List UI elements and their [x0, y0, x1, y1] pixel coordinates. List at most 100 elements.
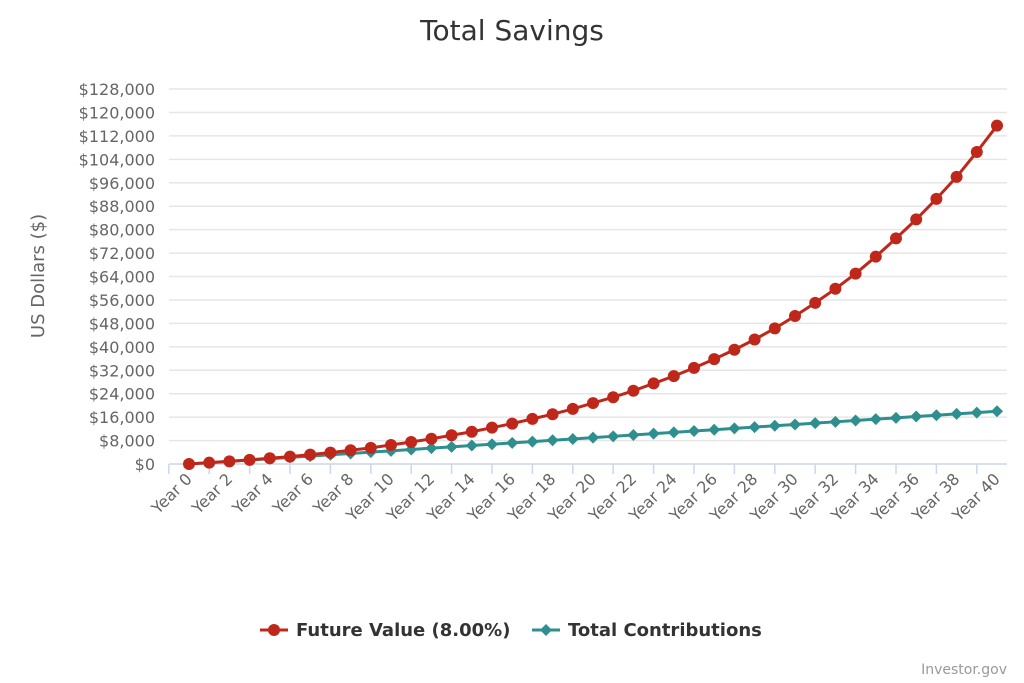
data-point[interactable] [405, 436, 418, 449]
data-point[interactable] [667, 426, 680, 439]
data-point[interactable] [849, 414, 862, 427]
grid-layer [169, 88, 1007, 442]
data-point[interactable] [708, 353, 721, 366]
data-point[interactable] [344, 444, 357, 457]
y-tick-label: $104,000 [79, 150, 155, 169]
data-point[interactable] [385, 438, 397, 451]
data-point[interactable] [526, 412, 539, 425]
y-tick-label: $48,000 [89, 314, 155, 333]
data-point[interactable] [607, 391, 620, 404]
y-tick-label: $56,000 [89, 291, 155, 310]
data-point[interactable] [728, 343, 741, 356]
data-point[interactable] [243, 453, 256, 466]
data-point[interactable] [506, 417, 519, 430]
data-point[interactable] [930, 409, 943, 422]
data-point[interactable] [688, 361, 700, 374]
data-point[interactable] [203, 456, 216, 469]
chart-title: Total Savings [419, 14, 604, 47]
data-point[interactable] [465, 425, 478, 438]
data-point[interactable] [991, 405, 1003, 418]
data-point[interactable] [486, 421, 498, 434]
legend[interactable]: Future Value (8.00%) Total Contributions [260, 620, 762, 641]
data-point[interactable] [263, 452, 276, 465]
y-tick-label: $88,000 [89, 197, 155, 216]
data-point[interactable] [183, 458, 195, 470]
y-tick-label: $8,000 [99, 432, 155, 451]
x-tick-label: Year 6 [268, 469, 317, 518]
data-point[interactable] [324, 446, 337, 459]
series-total-contributions [183, 405, 1003, 470]
data-point[interactable] [445, 440, 458, 453]
data-point[interactable] [647, 377, 660, 390]
data-point[interactable] [950, 170, 963, 183]
data-point[interactable] [587, 397, 599, 410]
data-point[interactable] [708, 423, 721, 436]
data-point[interactable] [970, 406, 983, 419]
data-point[interactable] [950, 407, 963, 420]
data-point[interactable] [587, 431, 599, 444]
data-point[interactable] [910, 213, 923, 226]
data-point[interactable] [890, 232, 902, 245]
data-point[interactable] [364, 441, 377, 454]
data-point[interactable] [910, 410, 923, 423]
data-point[interactable] [748, 421, 761, 434]
y-tick-label: $64,000 [89, 268, 155, 287]
data-point[interactable] [304, 448, 317, 461]
data-point[interactable] [506, 436, 519, 449]
data-point[interactable] [789, 418, 801, 431]
data-point[interactable] [425, 442, 438, 455]
legend-marker[interactable] [540, 624, 552, 636]
data-point[interactable] [284, 450, 296, 463]
data-point[interactable] [667, 370, 680, 383]
data-point[interactable] [970, 145, 983, 158]
data-point[interactable] [849, 267, 862, 280]
data-point[interactable] [627, 428, 640, 441]
data-point[interactable] [991, 119, 1003, 132]
data-point[interactable] [829, 282, 842, 295]
data-point[interactable] [526, 435, 539, 448]
data-point[interactable] [768, 322, 781, 335]
data-point[interactable] [809, 296, 822, 309]
data-point[interactable] [789, 310, 801, 323]
data-point[interactable] [728, 422, 741, 435]
data-point[interactable] [809, 417, 822, 430]
data-point[interactable] [890, 411, 902, 424]
series-layer [183, 119, 1003, 470]
y-axis-title: US Dollars ($) [28, 214, 49, 338]
legend-label: Total Contributions [568, 620, 762, 641]
data-point[interactable] [748, 333, 761, 346]
y-tick-label: $0 [135, 455, 155, 474]
data-point[interactable] [445, 429, 458, 442]
data-point[interactable] [869, 250, 882, 263]
data-point[interactable] [647, 427, 660, 440]
y-tick-label: $96,000 [89, 174, 155, 193]
data-point[interactable] [607, 430, 620, 443]
data-point[interactable] [768, 419, 781, 432]
y-tick-label: $128,000 [79, 80, 155, 99]
y-tick-label: $120,000 [79, 103, 155, 122]
y-tick-label: $40,000 [89, 338, 155, 357]
data-point[interactable] [566, 402, 579, 415]
data-point[interactable] [546, 408, 559, 421]
legend-marker[interactable] [268, 624, 280, 636]
data-point[interactable] [486, 438, 498, 451]
series-future-value [183, 119, 1003, 470]
data-point[interactable] [465, 439, 478, 452]
data-point[interactable] [425, 432, 438, 445]
x-tick-label: Year 2 [187, 469, 236, 518]
data-point[interactable] [829, 415, 842, 428]
x-tick-label: Year 4 [228, 469, 277, 518]
legend-item-total-contributions[interactable]: Total Contributions [532, 620, 762, 641]
data-point[interactable] [688, 425, 700, 438]
data-point[interactable] [627, 384, 640, 397]
data-point[interactable] [930, 192, 943, 205]
data-point[interactable] [869, 413, 882, 426]
data-point[interactable] [566, 432, 579, 445]
legend-item-future-value[interactable]: Future Value (8.00%) [260, 620, 510, 641]
credit-text[interactable]: Investor.gov [921, 662, 1007, 678]
data-point[interactable] [223, 455, 236, 468]
data-point[interactable] [546, 434, 559, 447]
legend-label: Future Value (8.00%) [296, 620, 510, 641]
